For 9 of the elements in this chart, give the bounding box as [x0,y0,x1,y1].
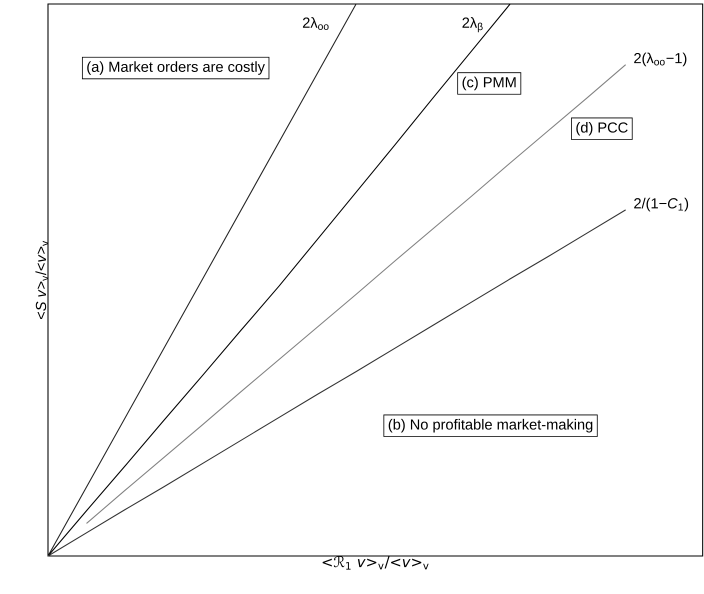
series-label: 2λ$_{oo}$ [302,17,329,30]
annotation: (a) Market orders are costly [87,61,265,75]
annotation: (d) PCC [576,122,628,136]
annotation: (c) PMM [462,76,516,90]
series-label: 2λ$_{β}$ [462,17,483,32]
text: <ℛ$_{1}$ v>$_{v}$/<v>$_{v}$ [322,556,429,570]
annotation: (b) No profitable market-making [388,418,592,433]
series-label: 2(λ$_{oo}$−1) [634,52,686,66]
series-label: 2/(1−C$_{1}$) [634,198,688,212]
